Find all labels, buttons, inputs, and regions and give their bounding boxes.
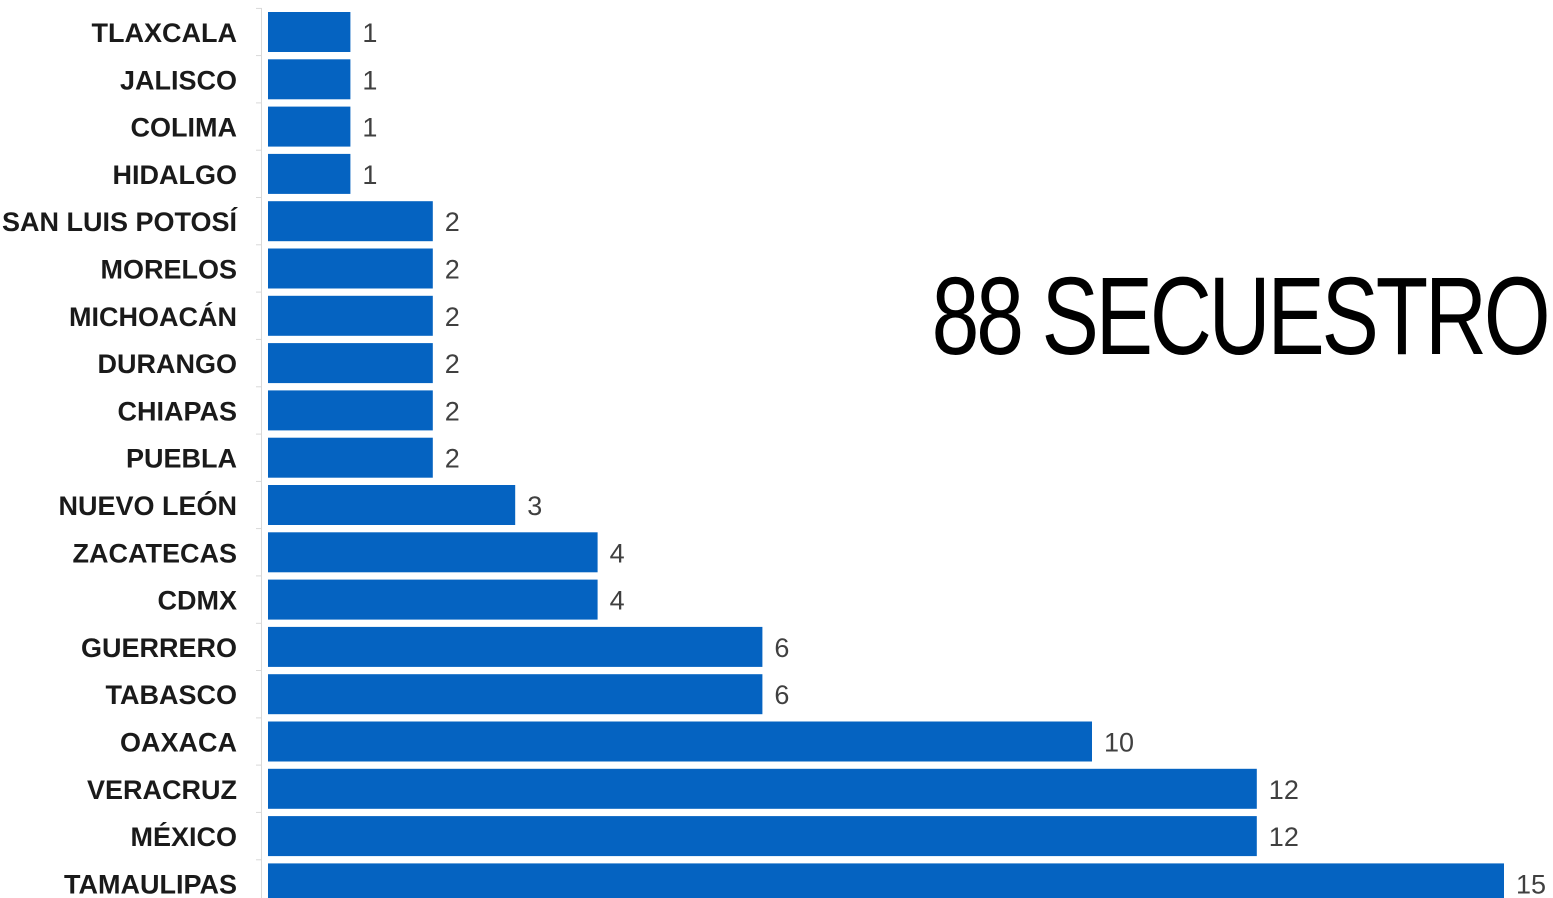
data-label: 4 [610, 538, 625, 568]
bar [268, 59, 351, 100]
data-label: 1 [362, 113, 377, 143]
category-label: VERACRUZ [87, 775, 237, 805]
category-label: MÉXICO [130, 821, 237, 852]
bar [268, 201, 433, 242]
category-label: SAN LUIS POTOSÍ [2, 206, 239, 237]
bar [268, 863, 1504, 898]
bar [268, 532, 598, 573]
data-label: 6 [774, 680, 789, 710]
bar [268, 768, 1257, 809]
chart-title: 88 SECUESTRO [931, 255, 1550, 378]
data-label: 2 [445, 444, 460, 474]
bar [268, 390, 433, 431]
category-ticks [256, 7, 262, 861]
bar [268, 626, 763, 667]
bar [268, 12, 351, 52]
category-label: GUERRERO [81, 633, 237, 663]
category-label: COLIMA [131, 113, 237, 143]
data-label: 1 [362, 160, 377, 190]
data-label: 10 [1104, 728, 1134, 758]
category-label: TLAXCALA [92, 18, 237, 48]
bar [268, 721, 1092, 762]
category-label: MICHOACÁN [69, 301, 237, 332]
category-label: CHIAPAS [117, 396, 237, 426]
bar [268, 153, 351, 194]
category-label: TABASCO [106, 680, 238, 710]
bar [268, 343, 433, 384]
category-label: NUEVO LEÓN [58, 490, 237, 521]
category-label: MORELOS [100, 255, 237, 285]
category-label: TAMAULIPAS [64, 869, 237, 898]
data-label: 2 [445, 349, 460, 379]
bar [268, 106, 351, 147]
data-label: 1 [362, 65, 377, 95]
bar [268, 579, 598, 620]
bar [268, 816, 1257, 857]
data-label: 6 [774, 633, 789, 663]
data-label: 1 [362, 18, 377, 48]
data-label: 2 [445, 255, 460, 285]
bar-series [268, 12, 1504, 898]
data-label: 2 [445, 302, 460, 332]
category-label: DURANGO [98, 349, 238, 379]
bar [268, 437, 433, 478]
data-label: 2 [445, 207, 460, 237]
category-labels: TLAXCALA JALISCO COLIMA HIDALGO SAN LUIS POT… [2, 18, 239, 898]
category-label: OAXACA [120, 728, 237, 758]
data-label: 12 [1269, 775, 1299, 805]
category-label: HIDALGO [113, 160, 238, 190]
category-label: JALISCO [120, 65, 237, 95]
bar [268, 674, 763, 715]
bar [268, 295, 433, 336]
data-label: 4 [610, 586, 625, 616]
data-label: 2 [445, 396, 460, 426]
data-label: 15 [1516, 869, 1546, 898]
bar [268, 485, 516, 525]
bar [268, 248, 433, 289]
category-label: PUEBLA [126, 444, 237, 474]
category-label: CDMX [158, 586, 238, 616]
category-label: ZACATECAS [73, 538, 238, 568]
data-label: 3 [527, 491, 542, 521]
data-label: 12 [1269, 822, 1299, 852]
